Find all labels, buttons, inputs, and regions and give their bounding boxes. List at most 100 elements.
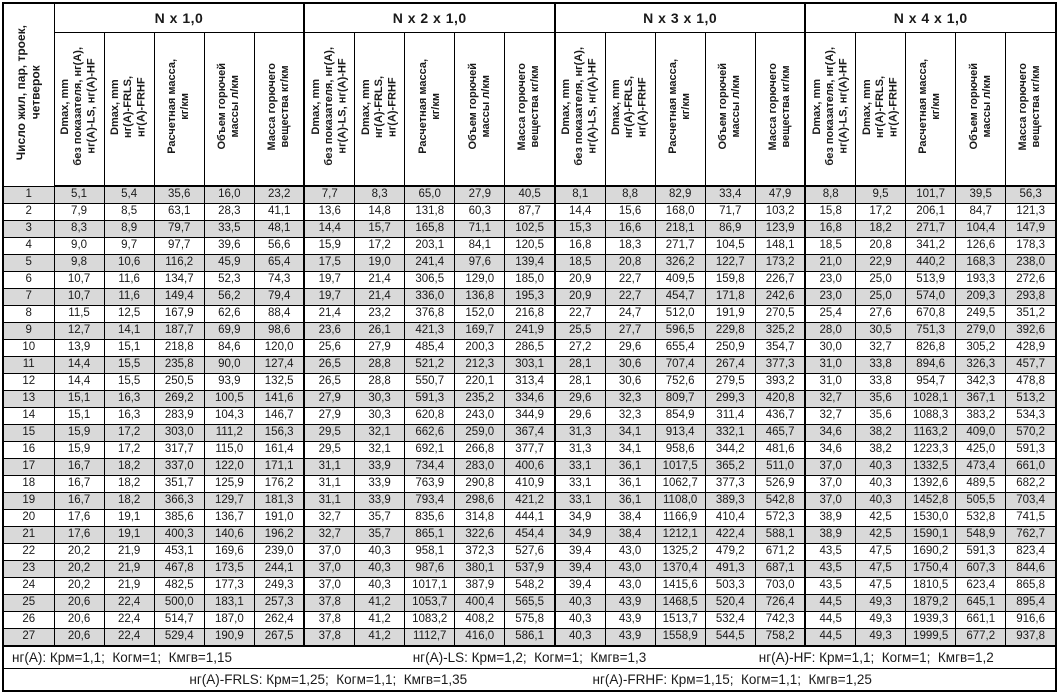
data-cell: 20,6 [53, 594, 105, 612]
row-number: 24 [2, 577, 55, 595]
row-number: 16 [2, 441, 55, 459]
row-number: 4 [2, 237, 55, 255]
data-cell: 181,3 [253, 492, 305, 510]
data-cell: 84,1 [454, 237, 506, 255]
table-row: 3 8,3 8,9 79,7 33,5 48,1 14,4 15,7 165,8 71,1 102,… [2, 220, 1057, 238]
data-cell: 18,2 [103, 475, 155, 493]
data-cell: 1810,5 [905, 577, 957, 595]
data-cell: 104,3 [203, 407, 255, 425]
data-cell: 136,8 [454, 288, 506, 306]
data-cell: 43,0 [604, 560, 656, 578]
data-cell: 13,6 [303, 203, 356, 221]
data-cell: 28,3 [203, 203, 255, 221]
data-cell: 152,0 [454, 305, 506, 323]
data-cell: 18,5 [804, 237, 857, 255]
data-cell: 586,1 [504, 628, 556, 647]
data-cell: 193,3 [955, 271, 1007, 289]
data-cell: 550,7 [404, 373, 456, 391]
data-cell: 93,9 [203, 373, 255, 391]
data-cell: 645,1 [955, 594, 1007, 612]
data-cell: 148,1 [754, 237, 806, 255]
column-header-label: Объем горючей массы л/км [466, 63, 492, 150]
data-cell: 18,2 [103, 492, 155, 510]
column-header-label: Расчетная масса, кг/км [166, 59, 192, 154]
data-cell: 41,1 [253, 203, 305, 221]
data-cell: 171,1 [253, 458, 305, 476]
data-cell: 212,3 [454, 356, 506, 374]
data-cell: 8,8 [604, 185, 656, 204]
data-cell: 15,1 [103, 339, 155, 357]
data-cell: 22,4 [103, 594, 155, 612]
data-cell: 420,8 [754, 390, 806, 408]
data-cell: 1392,6 [905, 475, 957, 493]
table-row: 14 15,1 16,3 283,9 104,3 146,7 27,9 30,3 620,8 24… [2, 407, 1057, 425]
data-cell: 21,9 [103, 560, 155, 578]
table-row: 1 5,1 5,4 35,6 16,0 23,2 7,7 8,3 65,0 27,9 40,5 8,1… [2, 185, 1057, 204]
data-cell: 19,1 [103, 509, 155, 527]
column-header-g1-c2: Dmax, mm нг(А)-FRLS, нг(А)-FRHF [103, 32, 155, 187]
data-cell: 457,7 [1005, 356, 1057, 374]
data-cell: 37,8 [303, 611, 356, 629]
data-cell: 139,4 [504, 254, 556, 272]
data-cell: 15,1 [53, 407, 105, 425]
data-cell: 241,9 [504, 322, 556, 340]
data-cell: 1370,4 [654, 560, 706, 578]
data-cell: 367,4 [504, 424, 556, 442]
data-cell: 15,3 [553, 220, 606, 238]
data-cell: 11,6 [103, 271, 155, 289]
data-cell: 22,4 [103, 628, 155, 647]
data-cell: 607,3 [955, 560, 1007, 578]
data-cell: 269,2 [153, 390, 205, 408]
data-cell: 18,3 [604, 237, 656, 255]
data-cell: 574,0 [905, 288, 957, 306]
data-cell: 9,7 [103, 237, 155, 255]
column-header-label: Dmax, mm нг(А)-FRLS, нг(А)-FRHF [610, 75, 649, 138]
data-cell: 8,9 [103, 220, 155, 238]
data-cell: 30,3 [354, 407, 406, 425]
data-cell: 168,3 [955, 254, 1007, 272]
data-cell: 35,6 [854, 390, 907, 408]
data-cell: 1062,7 [654, 475, 706, 493]
table-row: 20 17,6 19,1 385,6 136,7 191,0 32,7 35,7 835,6 31… [2, 509, 1057, 527]
data-cell: 26,5 [303, 356, 356, 374]
data-cell: 31,0 [804, 373, 857, 391]
data-cell: 1939,3 [905, 611, 957, 629]
data-cell: 173,5 [203, 560, 255, 578]
data-cell: 954,7 [905, 373, 957, 391]
column-header-g2-c5: Масса горючего вещества кг/км [504, 32, 556, 187]
data-cell: 392,6 [1005, 322, 1057, 340]
data-cell: 661,0 [1005, 458, 1057, 476]
data-cell: 440,2 [905, 254, 957, 272]
data-cell: 122,7 [704, 254, 756, 272]
data-cell: 39,5 [955, 185, 1007, 204]
data-cell: 21,4 [354, 271, 406, 289]
data-cell: 526,9 [754, 475, 806, 493]
data-cell: 43,9 [604, 594, 656, 612]
data-cell: 34,1 [604, 441, 656, 459]
data-cell: 35,7 [354, 509, 406, 527]
data-cell: 1325,2 [654, 543, 706, 561]
data-cell: 71,1 [454, 220, 506, 238]
data-cell: 79,4 [253, 288, 305, 306]
data-cell: 290,8 [454, 475, 506, 493]
data-cell: 30,6 [604, 356, 656, 374]
data-cell: 1017,1 [404, 577, 456, 595]
data-cell: 29,6 [553, 390, 606, 408]
data-cell: 169,6 [203, 543, 255, 561]
data-cell: 31,3 [553, 424, 606, 442]
column-header-label: Масса горючего вещества кг/км [516, 62, 542, 151]
data-cell: 380,1 [454, 560, 506, 578]
data-cell: 1690,2 [905, 543, 957, 561]
data-cell: 44,5 [804, 628, 857, 647]
data-cell: 37,8 [303, 594, 356, 612]
data-cell: 37,0 [303, 560, 356, 578]
table-row: 16 15,9 17,2 317,7 115,0 161,4 29,5 32,1 692,1 26… [2, 441, 1057, 459]
column-header-label: Dmax, mm нг(А)-FRLS, нг(А)-FRHF [860, 75, 900, 138]
data-cell: 8,5 [103, 203, 155, 221]
data-cell: 24,7 [604, 305, 656, 323]
data-cell: 120,5 [504, 237, 556, 255]
data-cell: 97,6 [454, 254, 506, 272]
data-cell: 33,4 [704, 185, 756, 204]
data-cell: 591,3 [1005, 441, 1057, 459]
data-cell: 43,9 [604, 611, 656, 629]
